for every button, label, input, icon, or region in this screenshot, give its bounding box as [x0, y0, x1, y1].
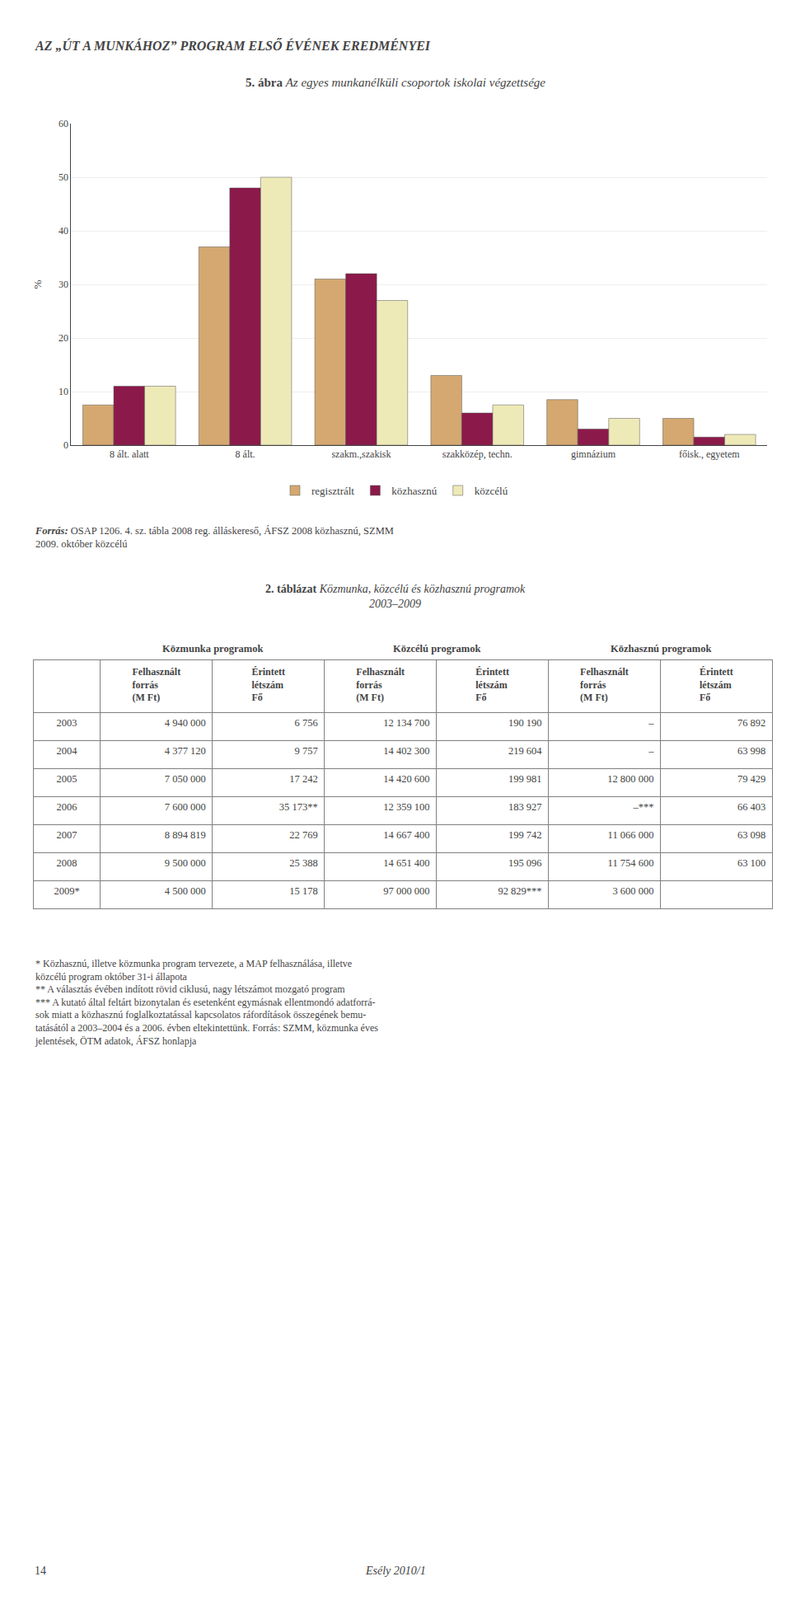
- svg-text:12 800 000: 12 800 000: [607, 772, 654, 785]
- svg-text:14 402 300: 14 402 300: [383, 744, 430, 757]
- svg-text:30: 30: [58, 278, 69, 291]
- svg-text:199 742: 199 742: [508, 828, 543, 841]
- svg-text:gimnázium: gimnázium: [571, 448, 617, 460]
- svg-text:0: 0: [63, 439, 69, 451]
- svg-text:97 000 000: 97 000 000: [383, 884, 430, 897]
- svg-text:8 ált. alatt: 8 ált. alatt: [109, 448, 150, 460]
- svg-text:5. ábra Az egyes munkanélküli: 5. ábra Az egyes munkanélküli csoportok …: [245, 75, 546, 89]
- svg-text:2003: 2003: [56, 716, 78, 729]
- svg-text:14: 14: [34, 1563, 47, 1577]
- svg-text:Közcélú programok: Közcélú programok: [393, 642, 481, 655]
- svg-text:11 754 600: 11 754 600: [608, 856, 655, 869]
- svg-text:7 600 000: 7 600 000: [164, 800, 206, 813]
- svg-text:közcélú: közcélú: [474, 484, 509, 497]
- svg-text:8 894 819: 8 894 819: [164, 828, 206, 841]
- svg-text:40: 40: [58, 224, 69, 237]
- svg-text:2008: 2008: [56, 856, 78, 869]
- svg-text:195 096: 195 096: [508, 856, 543, 869]
- svg-text:183 927: 183 927: [508, 800, 543, 813]
- svg-text:50: 50: [58, 171, 69, 183]
- svg-text:–***: –***: [631, 800, 654, 813]
- svg-text:190 190: 190 190: [508, 716, 543, 729]
- svg-text:Közhasznú programok: Közhasznú programok: [610, 642, 712, 655]
- svg-text:219 604: 219 604: [508, 744, 543, 757]
- svg-text:76 892: 76 892: [737, 716, 766, 729]
- svg-text:4 940 000: 4 940 000: [164, 716, 206, 729]
- svg-text:15 178: 15 178: [289, 884, 318, 897]
- svg-text:2004: 2004: [56, 744, 79, 757]
- svg-text:35 173**: 35 173**: [279, 800, 319, 813]
- svg-text:ÉrintettlétszámFő: ÉrintettlétszámFő: [475, 665, 510, 703]
- svg-text:20: 20: [58, 332, 69, 344]
- svg-text:Felhasználtforrás(M Ft): Felhasználtforrás(M Ft): [580, 665, 629, 703]
- svg-text:2006: 2006: [56, 800, 78, 813]
- svg-text:Felhasználtforrás(M Ft): Felhasználtforrás(M Ft): [355, 665, 405, 703]
- svg-text:63 098: 63 098: [737, 828, 766, 841]
- svg-text:4 377 120: 4 377 120: [164, 744, 206, 757]
- svg-text:6 756: 6 756: [294, 716, 319, 729]
- svg-text:3 600 000: 3 600 000: [612, 884, 654, 897]
- svg-text:25 388: 25 388: [289, 856, 318, 869]
- svg-text:11 066 000: 11 066 000: [608, 828, 655, 841]
- svg-text:2007: 2007: [56, 828, 78, 841]
- svg-text:17 242: 17 242: [289, 772, 318, 785]
- svg-text:2005: 2005: [56, 772, 78, 785]
- svg-text:–: –: [647, 744, 655, 757]
- svg-text:10: 10: [58, 385, 69, 398]
- svg-text:14 667 400: 14 667 400: [383, 828, 430, 841]
- svg-text:4 500 000: 4 500 000: [164, 884, 206, 897]
- svg-text:14 651 400: 14 651 400: [383, 856, 430, 869]
- svg-text:Forrás: OSAP 1206. 4. sz. tábl: Forrás: OSAP 1206. 4. sz. tábla 2008 reg…: [34, 524, 394, 550]
- svg-text:ÉrintettlétszámFő: ÉrintettlétszámFő: [251, 665, 286, 703]
- svg-text:12 359 100: 12 359 100: [383, 800, 430, 813]
- svg-text:63 100: 63 100: [737, 856, 766, 869]
- svg-text:–: –: [647, 716, 655, 729]
- svg-text:regisztrált: regisztrált: [311, 484, 355, 497]
- svg-text:Közmunka programok: Közmunka programok: [162, 642, 263, 655]
- svg-text:9 757: 9 757: [294, 744, 319, 757]
- svg-text:22 769: 22 769: [289, 828, 318, 841]
- svg-text:%: %: [31, 279, 44, 289]
- svg-text:199 981: 199 981: [508, 772, 543, 785]
- svg-text:2. táblázat Közmunka, közcélú: 2. táblázat Közmunka, közcélú és közhasz…: [265, 582, 526, 610]
- svg-text:2009*: 2009*: [53, 884, 80, 897]
- svg-text:ÉrintettlétszámFő: ÉrintettlétszámFő: [699, 665, 734, 703]
- svg-text:79 429: 79 429: [737, 772, 766, 785]
- svg-text:92 829***: 92 829***: [497, 884, 542, 897]
- svg-text:14 420 600: 14 420 600: [383, 772, 430, 785]
- svg-text:* Közhasznú, illetve közmunka: * Közhasznú, illetve közmunka program te…: [34, 957, 379, 1047]
- svg-text:Esély 2010/1: Esély 2010/1: [365, 1563, 426, 1577]
- svg-text:AZ „ÚT A MUNKÁHOZ” PROGRAM ELS: AZ „ÚT A MUNKÁHOZ” PROGRAM ELSŐ ÉVÉNEK E…: [34, 37, 431, 53]
- svg-text:szakm.,szakisk: szakm.,szakisk: [331, 448, 391, 460]
- svg-text:9 500 000: 9 500 000: [164, 856, 206, 869]
- svg-text:főisk., egyetem: főisk., egyetem: [678, 448, 740, 460]
- svg-text:66 403: 66 403: [737, 800, 766, 813]
- svg-text:szakközép, techn.: szakközép, techn.: [442, 448, 513, 460]
- svg-text:közhasznú: közhasznú: [391, 484, 437, 497]
- svg-text:7 050 000: 7 050 000: [164, 772, 206, 785]
- svg-text:63 998: 63 998: [737, 744, 766, 757]
- svg-text:Felhasználtforrás(M Ft): Felhasználtforrás(M Ft): [131, 665, 181, 703]
- svg-text:60: 60: [58, 117, 69, 130]
- svg-text:8 ált.: 8 ált.: [235, 448, 256, 460]
- svg-text:12 134 700: 12 134 700: [383, 716, 430, 729]
